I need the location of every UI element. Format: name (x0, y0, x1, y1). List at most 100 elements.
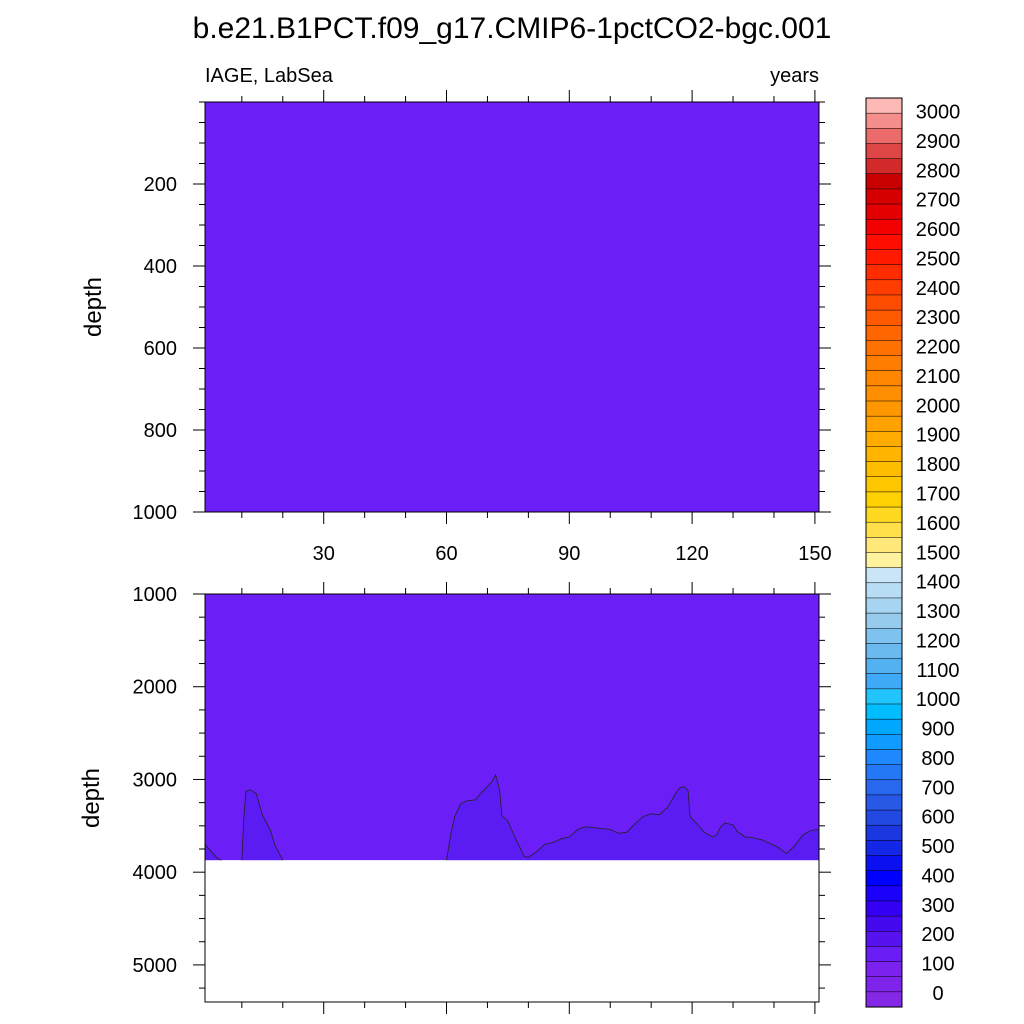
colorbar-label: 2900 (916, 131, 961, 153)
y-tick-label: 400 (144, 256, 177, 278)
colorbar-label: 900 (921, 719, 954, 741)
colorbar-swatch (865, 718, 903, 735)
contour-line (446, 773, 820, 861)
upper-ticks: 30 60 90 120 150 200 400 600 800 1000 (133, 90, 832, 565)
x-tick-label: 90 (558, 543, 580, 565)
chart-title: b.e21.B1PCT.f09_g17.CMIP6-1pctCO2-bgc.00… (193, 12, 832, 45)
colorbar-swatch (865, 961, 903, 978)
contour-line (204, 844, 222, 861)
colorbar-swatch (865, 112, 903, 129)
colorbar-swatch (865, 840, 903, 857)
colorbar-swatch (865, 218, 903, 235)
colorbar-label: 1600 (916, 513, 961, 535)
colorbar-swatch (865, 946, 903, 963)
colorbar-swatch (865, 976, 903, 993)
colorbar-label: 2700 (916, 190, 961, 212)
lower-field (205, 594, 819, 861)
colorbar-swatch (865, 931, 903, 947)
colorbar-swatch (865, 809, 903, 826)
x-tick-label: 120 (675, 543, 708, 565)
lower-frame (204, 593, 820, 1003)
colorbar-swatch (865, 794, 903, 811)
y-tick-label: 1000 (133, 502, 178, 524)
colorbar-swatch (865, 855, 903, 872)
colorbar-label: 1000 (916, 689, 961, 711)
colorbar-swatch (865, 203, 903, 220)
colorbar-swatch (865, 431, 903, 447)
colorbar-swatch (865, 567, 903, 584)
colorbar-label: 2400 (916, 278, 961, 300)
colorbar-swatch (865, 461, 903, 478)
colorbar-label: 2800 (916, 160, 961, 182)
colorbar-swatch (865, 158, 903, 175)
colorbar-swatch (865, 188, 903, 205)
colorbar-label: 100 (921, 954, 954, 976)
colorbar-label: 800 (921, 748, 954, 770)
lower-y-axis-label: depth (78, 768, 105, 828)
colorbar-swatch (865, 446, 903, 463)
contour-line (241, 789, 284, 861)
colorbar-swatch (865, 658, 903, 675)
colorbar-swatch (865, 734, 903, 750)
colorbar: 3000290028002700260025002400230022002100… (865, 97, 961, 1008)
colorbar-label: 2200 (916, 337, 961, 359)
colorbar-label: 2500 (916, 248, 961, 270)
y-tick-label: 3000 (133, 769, 178, 791)
colorbar-swatch (865, 264, 903, 281)
colorbar-label: 1800 (916, 454, 961, 476)
x-tick-label: 60 (435, 543, 457, 565)
colorbar-swatch (865, 612, 903, 629)
colorbar-swatch (865, 628, 903, 644)
lower-ticks: 1000 2000 3000 4000 5000 (133, 582, 831, 1014)
colorbar-swatch (865, 325, 903, 341)
colorbar-swatch (865, 688, 903, 705)
colorbar-swatch (865, 703, 903, 720)
colorbar-swatch (865, 643, 903, 660)
y-tick-label: 4000 (133, 862, 178, 884)
colorbar-swatch (865, 824, 903, 841)
colorbar-swatch (865, 582, 903, 599)
colorbar-label: 3000 (916, 102, 961, 124)
x-tick-label: 150 (798, 543, 831, 565)
colorbar-label: 1900 (916, 425, 961, 447)
colorbar-swatch (865, 673, 903, 690)
colorbar-frame (865, 97, 903, 1008)
colorbar-swatch (865, 991, 903, 1008)
y-tick-label: 5000 (133, 955, 178, 977)
colorbar-label: 2300 (916, 307, 961, 329)
colorbar-swatch (865, 870, 903, 887)
colorbar-label: 200 (921, 924, 954, 946)
colorbar-label: 1100 (916, 660, 959, 682)
lower-contours (204, 773, 820, 861)
contour-band (205, 844, 222, 861)
colorbar-label: 1300 (916, 601, 961, 623)
upper-right-string: years (770, 65, 819, 87)
y-tick-label: 200 (144, 174, 177, 196)
colorbar-swatch (865, 537, 903, 554)
colorbar-swatch (865, 355, 903, 372)
colorbar-label: 1200 (916, 630, 961, 652)
colorbar-swatch (865, 900, 903, 917)
colorbar-swatch (865, 779, 903, 796)
colorbar-swatch (865, 279, 903, 296)
colorbar-label: 500 (921, 836, 954, 858)
y-tick-label: 800 (144, 420, 177, 442)
colorbar-label: 2100 (916, 366, 961, 388)
colorbar-swatch (865, 370, 903, 387)
y-tick-label: 600 (144, 338, 177, 360)
colorbar-label: 600 (921, 807, 954, 829)
colorbar-label: 0 (932, 983, 943, 1005)
colorbar-swatch (865, 249, 903, 266)
upper-panel: IAGE, LabSea years 30 60 90 120 150 200 400 600… (80, 65, 832, 565)
upper-y-axis-label: depth (80, 277, 107, 337)
colorbar-swatch (865, 385, 903, 402)
colorbar-swatch (865, 506, 903, 523)
colorbar-swatch (865, 128, 903, 145)
colorbar-label: 700 (921, 777, 954, 799)
colorbar-label: 400 (921, 865, 954, 887)
colorbar-swatch (865, 915, 903, 932)
colorbar-swatch (865, 885, 903, 902)
colorbar-swatch (865, 491, 903, 508)
colorbar-swatch (865, 552, 903, 569)
